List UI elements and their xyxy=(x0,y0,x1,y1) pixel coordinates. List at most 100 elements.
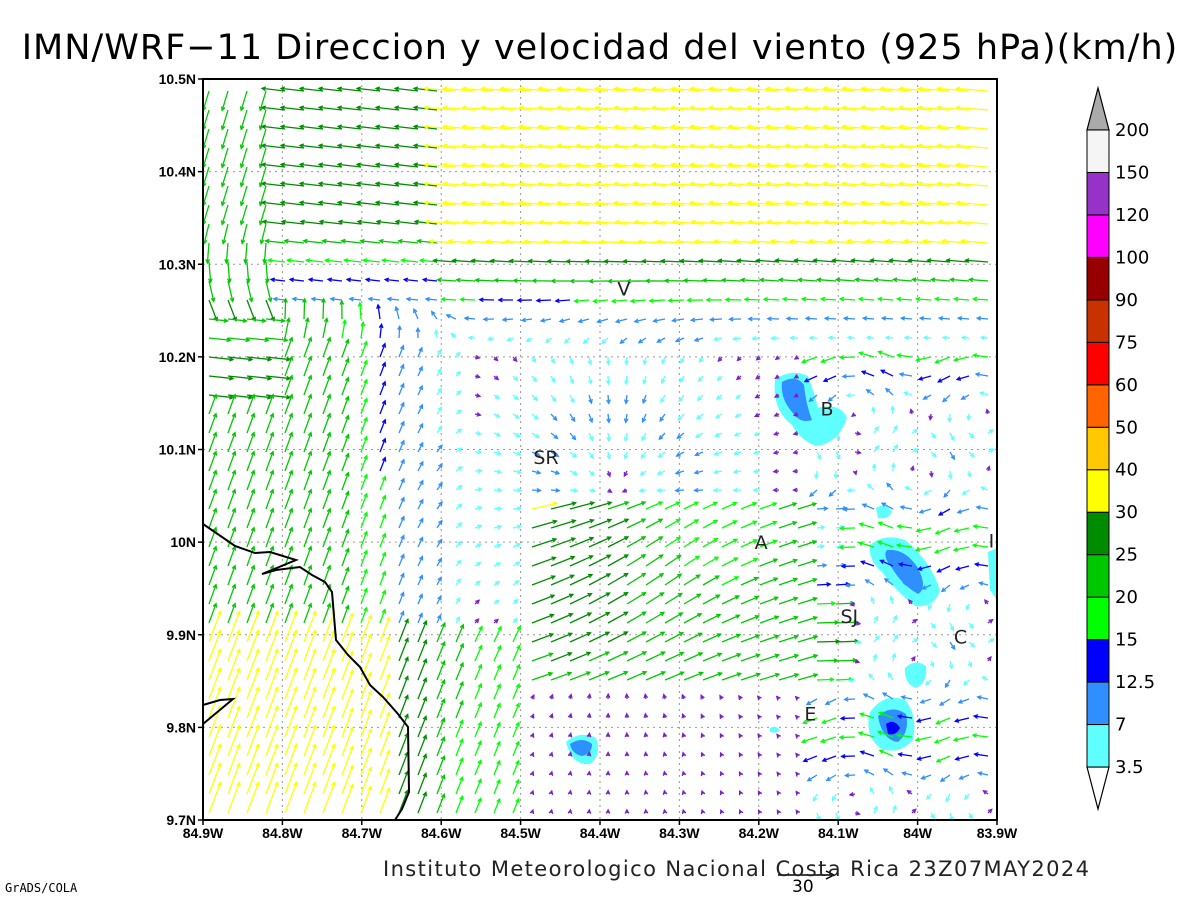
wind-vector xyxy=(550,537,577,548)
wind-vector xyxy=(284,648,298,681)
wind-vector xyxy=(239,109,248,131)
wind-vector xyxy=(898,372,913,377)
wind-vector xyxy=(374,162,400,168)
wind-vector xyxy=(227,318,248,323)
wind-vector xyxy=(474,663,483,681)
wind-vector xyxy=(398,439,405,453)
wind-vector xyxy=(757,809,763,815)
wind-vector xyxy=(816,812,821,822)
wind-vector xyxy=(272,296,286,302)
wind-vector xyxy=(841,200,875,206)
wind-vector xyxy=(613,86,647,92)
wind-vector xyxy=(379,768,391,795)
wind-vector xyxy=(955,181,989,187)
wind-vector xyxy=(871,406,876,415)
wind-vector xyxy=(693,469,704,475)
wind-vector xyxy=(746,143,780,149)
wind-vector xyxy=(651,162,685,168)
wind-vector xyxy=(550,555,576,567)
wind-vector xyxy=(588,536,613,548)
wind-vector xyxy=(738,770,744,777)
wind-vector xyxy=(812,793,818,803)
wind-vector xyxy=(208,450,218,472)
wind-vector xyxy=(854,431,862,436)
wind-vector xyxy=(455,661,464,681)
wind-vector xyxy=(227,583,237,605)
wind-vector xyxy=(341,433,350,453)
wind-vector xyxy=(681,712,687,719)
wind-vector xyxy=(643,789,649,795)
wind-vector xyxy=(645,554,664,567)
wind-vector xyxy=(360,606,368,624)
wind-vector xyxy=(914,736,932,742)
wind-vector xyxy=(265,337,289,343)
wind-vector xyxy=(670,181,704,187)
wind-vector xyxy=(520,317,533,323)
wind-vector xyxy=(246,610,260,643)
wind-vector xyxy=(355,181,381,187)
wind-vector xyxy=(858,522,875,529)
colorbar-segment xyxy=(1086,299,1110,343)
wind-vector xyxy=(740,557,759,567)
wind-vector xyxy=(374,105,400,111)
wind-vector xyxy=(284,488,294,510)
wind-vector xyxy=(840,563,856,569)
wind-vector xyxy=(360,652,373,681)
wind-vector xyxy=(917,143,951,149)
wind-vector xyxy=(298,162,324,168)
wind-vector xyxy=(455,428,463,434)
wind-vector xyxy=(246,526,256,548)
wind-vector xyxy=(694,451,704,457)
lon-tick-label: 83.9W xyxy=(977,825,1018,841)
wind-vector xyxy=(662,732,668,738)
wind-vector xyxy=(246,686,260,719)
wind-vector xyxy=(746,124,780,130)
wind-vector xyxy=(380,258,400,263)
wind-vector xyxy=(632,124,666,130)
colorbar-over-triangle xyxy=(1086,85,1110,131)
wind-vector xyxy=(336,143,362,149)
wind-vector xyxy=(911,277,932,283)
wind-vector xyxy=(341,376,350,396)
wind-vector xyxy=(943,489,951,498)
wind-vector xyxy=(586,789,592,795)
wind-vector xyxy=(804,219,837,225)
wind-vector xyxy=(859,750,875,757)
wind-vector xyxy=(480,86,514,92)
wind-vector xyxy=(474,682,483,700)
wind-vector xyxy=(537,143,571,149)
wind-vector xyxy=(227,356,254,362)
wind-vector xyxy=(284,667,298,700)
wind-vector xyxy=(493,450,503,456)
wind-vector xyxy=(493,759,501,776)
wind-vector xyxy=(904,486,913,491)
wind-vector xyxy=(915,356,932,362)
wind-vector xyxy=(529,770,535,777)
wind-vector xyxy=(607,611,629,624)
wind-vector xyxy=(700,694,705,700)
wind-vector xyxy=(746,86,780,92)
wind-vector xyxy=(379,399,387,415)
wind-vector xyxy=(423,143,457,149)
wind-vector xyxy=(971,543,989,548)
wind-vector xyxy=(317,143,343,149)
wind-vector xyxy=(605,692,611,700)
wind-vector xyxy=(967,660,973,668)
wind-vector xyxy=(784,105,818,111)
wind-vector xyxy=(550,671,573,681)
wind-vector xyxy=(499,105,533,111)
lon-tick-label: 84.8W xyxy=(262,825,303,841)
wind-vector xyxy=(474,543,483,548)
wind-vector xyxy=(697,258,723,264)
wind-vector xyxy=(878,749,894,757)
wind-vector xyxy=(873,805,878,814)
wind-vector xyxy=(712,487,723,493)
wind-vector xyxy=(455,409,463,415)
wind-vector xyxy=(227,667,241,700)
wind-vector xyxy=(220,147,229,169)
wind-vector xyxy=(264,261,270,284)
wind-vector xyxy=(816,582,832,587)
wind-vector xyxy=(224,242,230,265)
wind-vector xyxy=(869,786,875,795)
wind-vector xyxy=(873,425,879,434)
